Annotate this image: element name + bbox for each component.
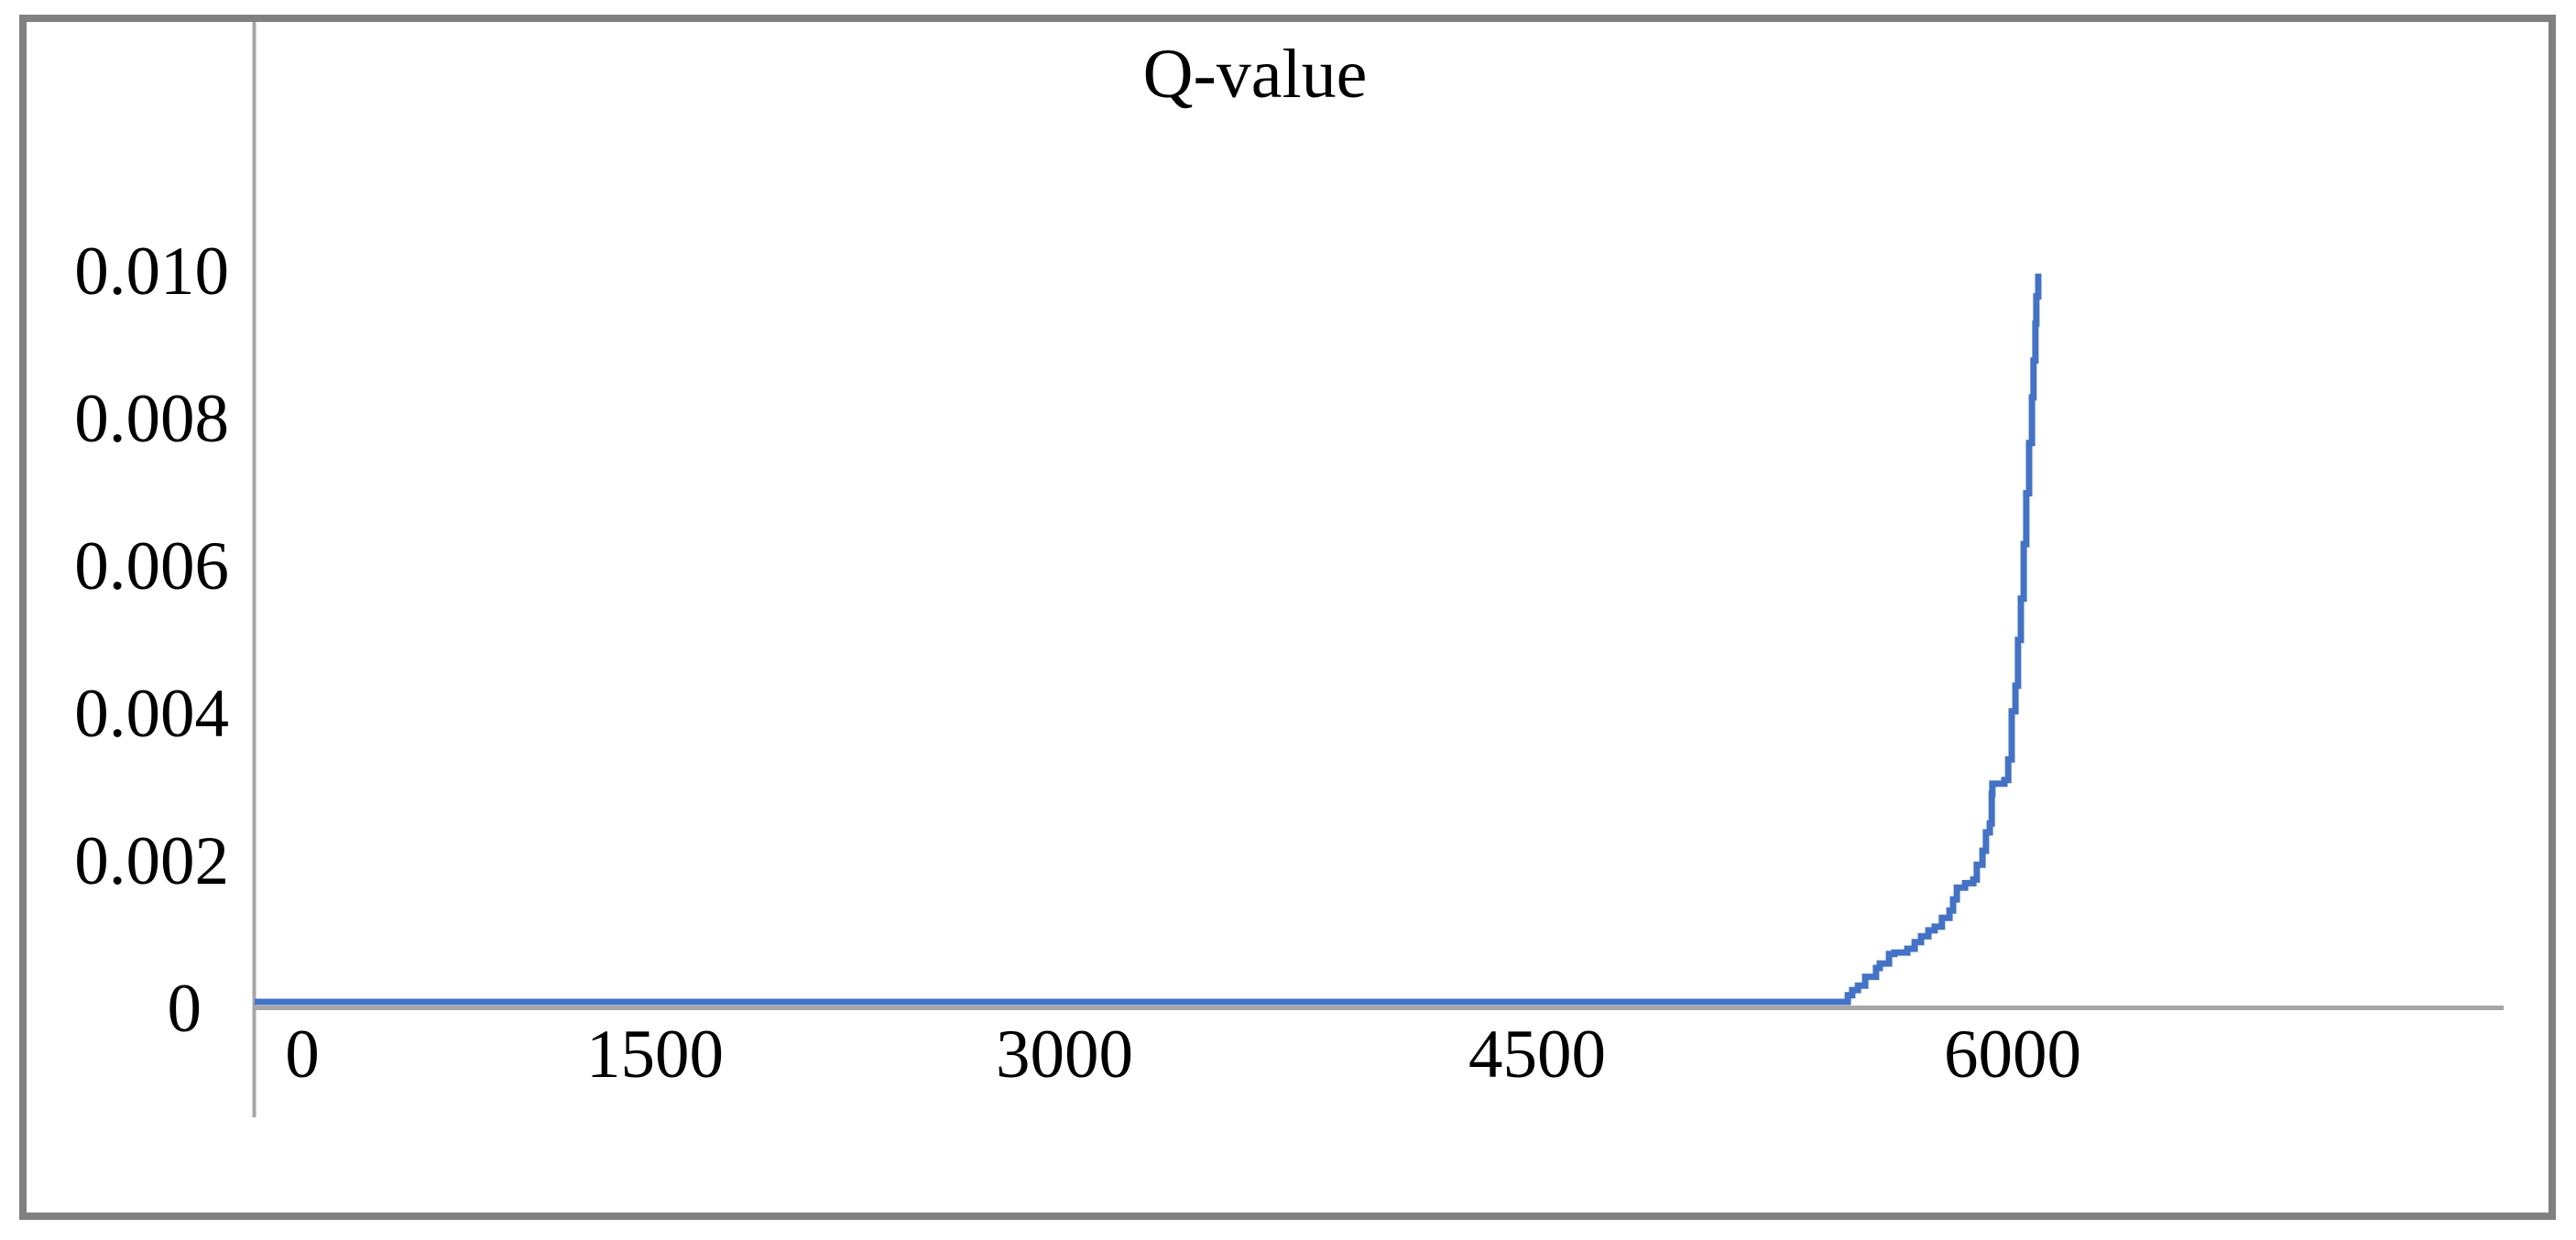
y-tick-label: 0.004 <box>74 676 229 752</box>
chart-title: Q-value <box>1142 36 1368 113</box>
x-tick-label: 0 <box>285 1017 320 1093</box>
chart-frame <box>19 15 2556 1220</box>
x-tick-label: 6000 <box>1944 1017 2081 1093</box>
qvalue-series-line <box>255 273 2042 1006</box>
y-tick-label: 0.006 <box>74 528 229 604</box>
y-tick-label: 0 <box>167 971 202 1047</box>
x-tick-label: 4500 <box>1468 1017 1606 1093</box>
y-tick-label: 0.008 <box>74 381 229 457</box>
y-tick-label: 0.010 <box>74 234 229 310</box>
y-tick-label: 0.002 <box>74 823 229 899</box>
x-tick-label: 1500 <box>586 1017 724 1093</box>
x-tick-label: 3000 <box>996 1017 1133 1093</box>
